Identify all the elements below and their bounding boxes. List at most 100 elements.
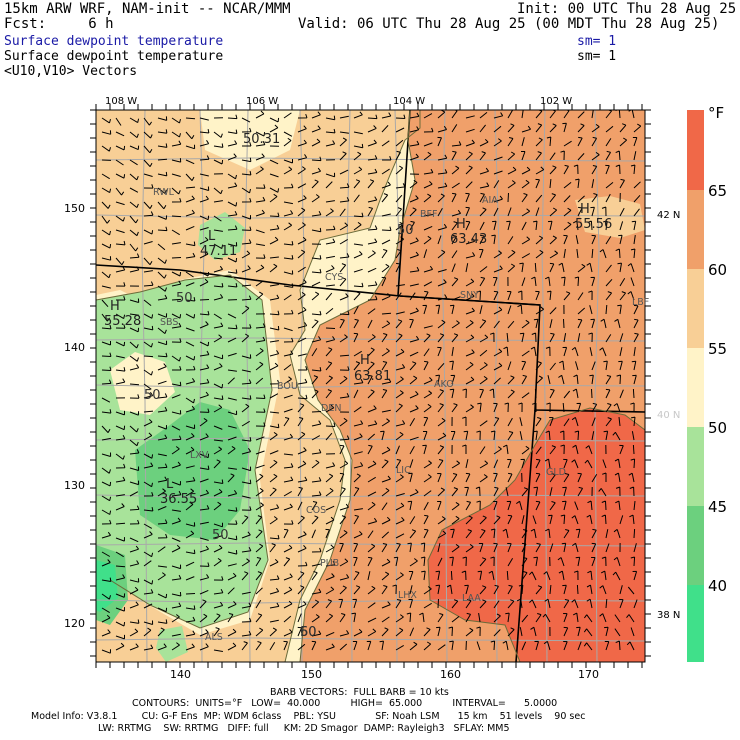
wind-barb	[423, 390, 433, 399]
wind-barb	[199, 310, 210, 316]
wind-barb	[157, 425, 167, 430]
wind-barb	[227, 550, 238, 555]
wind-barbs	[101, 110, 642, 654]
wind-barb	[576, 626, 581, 637]
wind-barb	[451, 473, 458, 483]
wind-barb	[101, 607, 110, 614]
wind-barb	[241, 239, 252, 245]
wind-barb	[297, 337, 307, 343]
wind-barb	[605, 375, 612, 385]
wind-barb	[283, 520, 294, 525]
wind-barb	[325, 140, 336, 147]
wind-barb	[600, 570, 607, 581]
wind-barb	[535, 194, 543, 203]
county-line	[96, 157, 645, 162]
wind-barb	[493, 170, 503, 175]
wind-barb	[367, 281, 378, 287]
wind-barb	[367, 125, 377, 133]
wind-barb	[269, 236, 279, 245]
wind-barb	[297, 139, 307, 147]
wind-barb	[535, 166, 545, 175]
wind-barb	[227, 445, 236, 455]
wind-barb	[395, 364, 406, 371]
wind-barb	[325, 181, 333, 189]
wind-barb	[493, 138, 502, 147]
band-45-50-upper	[198, 212, 245, 260]
wind-barb	[143, 560, 152, 567]
wind-barb	[143, 603, 153, 609]
wind-barb	[297, 394, 308, 400]
wind-barb	[199, 215, 210, 221]
wind-barb	[531, 332, 537, 343]
wind-barb	[255, 166, 264, 175]
wind-barb	[325, 238, 336, 245]
wind-barb	[255, 361, 264, 371]
wind-barb	[227, 520, 238, 525]
wind-barb	[185, 476, 196, 483]
wind-barb	[506, 220, 511, 231]
wind-barb	[325, 115, 336, 121]
wind-barb	[241, 395, 252, 400]
wind-barb	[577, 292, 584, 301]
wind-barb	[535, 290, 540, 301]
wind-barb	[143, 229, 154, 235]
wind-barb	[549, 179, 552, 189]
wind-barb	[395, 502, 405, 511]
wind-barb	[143, 173, 153, 177]
wind-barb	[630, 402, 635, 413]
wind-barb	[213, 627, 220, 637]
wind-barb	[626, 614, 635, 623]
wind-barb	[157, 643, 167, 651]
wind-barb	[575, 528, 581, 539]
wind-barb	[227, 257, 238, 263]
wind-barb	[381, 543, 388, 553]
wind-barb	[543, 571, 551, 581]
wind-barb	[599, 249, 607, 259]
wind-barb	[143, 184, 154, 189]
wind-barb	[269, 173, 279, 178]
wind-barb	[521, 641, 527, 651]
wind-barb	[421, 570, 426, 581]
wind-barb	[101, 577, 112, 582]
wind-barb	[241, 641, 248, 651]
wind-barb	[269, 124, 279, 133]
wind-barb	[591, 193, 598, 203]
wind-barb	[423, 474, 432, 483]
wind-barb	[101, 285, 111, 289]
wind-barb	[283, 629, 293, 637]
wind-barb	[255, 243, 265, 246]
wind-barb	[577, 153, 585, 161]
wind-barb	[533, 556, 538, 567]
wind-barb	[395, 207, 402, 217]
wind-barb	[227, 563, 237, 567]
wind-barb	[129, 560, 140, 567]
wind-barb	[465, 237, 476, 245]
wind-barb	[353, 585, 361, 595]
valid-time: Valid: 06 UTC Thu 28 Aug 25 (00 MDT Thu …	[298, 16, 720, 32]
wind-barb	[353, 166, 363, 175]
wind-barb	[241, 531, 251, 539]
wind-barb	[297, 113, 308, 119]
wind-barb	[574, 430, 580, 441]
wind-barb	[298, 366, 308, 371]
wind-barb	[591, 528, 597, 539]
wind-barb	[572, 612, 579, 623]
field-smoothing-primary: sm= 1	[577, 34, 617, 49]
wind-barb	[619, 389, 624, 399]
field-title-secondary: Surface dewpoint temperature	[4, 49, 224, 64]
wind-barb	[464, 486, 469, 497]
wind-barb	[227, 535, 238, 541]
wind-barb	[409, 627, 415, 637]
wind-barb	[115, 453, 125, 460]
wind-barb	[631, 431, 635, 441]
wind-barb	[311, 255, 322, 260]
wind-barb	[213, 159, 224, 165]
wind-barb	[521, 221, 527, 231]
wind-barb	[157, 593, 168, 599]
wind-barb	[255, 464, 265, 469]
wind-barb	[395, 474, 404, 483]
wind-barb	[521, 166, 531, 175]
wind-barb	[339, 585, 347, 595]
wind-barb	[381, 276, 387, 287]
wind-barb	[269, 642, 276, 651]
